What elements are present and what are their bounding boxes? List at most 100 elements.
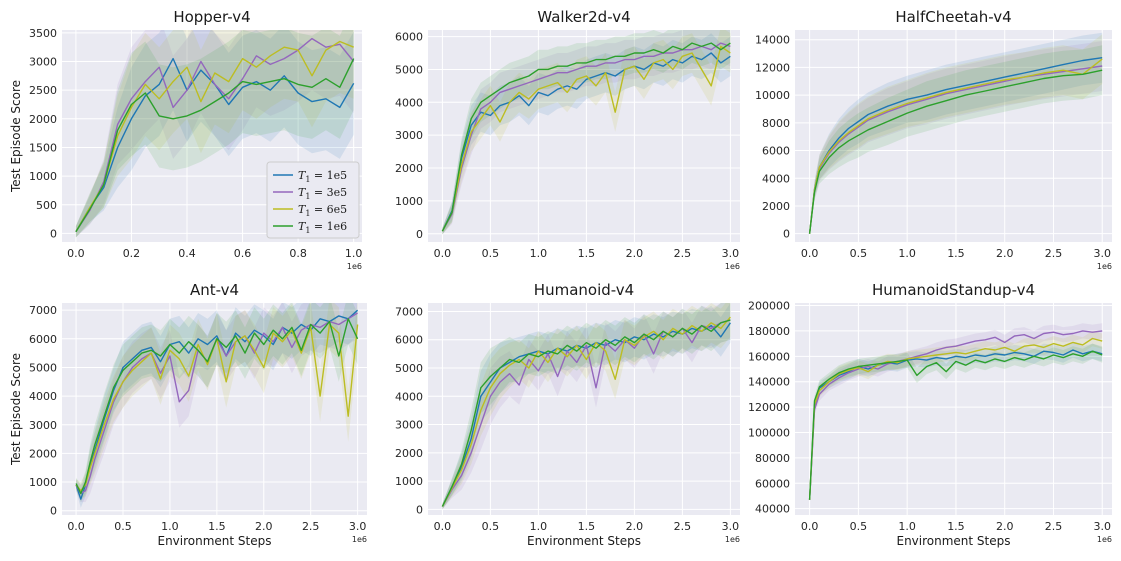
series-line bbox=[441, 42, 731, 232]
chart-panel-3: 0.0 0.5 1.0 1.5 2.0 2.5 3.0 0 2000 4000 6000 8000 10… bbox=[755, 8, 1112, 271]
x-tick-label: 2.0 bbox=[996, 520, 1014, 533]
chart-title: Ant-v4 bbox=[190, 281, 239, 299]
x-tick-label: 0.0 bbox=[67, 247, 85, 260]
chart-panel-2: 0.0 0.5 1.0 1.5 2.0 2.5 3.0 0 1000 2000 3000 4000 50… bbox=[395, 8, 740, 271]
series-band bbox=[442, 303, 731, 510]
x-tick-label: 1.0 bbox=[898, 247, 916, 260]
y-tick-label: 6000 bbox=[762, 145, 790, 158]
series-line bbox=[808, 69, 1103, 234]
x-tick-label: 0.5 bbox=[482, 520, 500, 533]
y-tick-label: 1000 bbox=[29, 476, 57, 489]
y-tick-label: 3000 bbox=[29, 56, 57, 69]
plot-area bbox=[428, 30, 740, 242]
x-tick-label: 0.2 bbox=[123, 247, 141, 260]
x-tick-label: 2.0 bbox=[626, 247, 644, 260]
legend-value: = 6e5 bbox=[310, 203, 347, 216]
y-tick-label: 8000 bbox=[762, 117, 790, 130]
series-line bbox=[808, 337, 1103, 500]
chart-panel-5: 0.0 0.5 1.0 1.5 2.0 2.5 3.0 0 1000 2000 3000 4000 50… bbox=[395, 281, 740, 548]
x-tick-label: 0.5 bbox=[850, 247, 868, 260]
y-tick-label: 5000 bbox=[395, 362, 423, 375]
y-tick-label: 180000 bbox=[748, 325, 790, 338]
y-tick-label: 2000 bbox=[29, 447, 57, 460]
series-band bbox=[442, 33, 731, 235]
legend-subscript: 1 bbox=[305, 209, 310, 218]
series-band bbox=[809, 34, 1103, 234]
series-line bbox=[75, 58, 355, 233]
y-tick-label: 3000 bbox=[395, 129, 423, 142]
series-band bbox=[809, 41, 1103, 234]
series-group bbox=[808, 323, 1103, 500]
chart-title: Hopper-v4 bbox=[173, 8, 250, 26]
x-tick-label: 1.0 bbox=[898, 520, 916, 533]
legend-value: = 1e6 bbox=[310, 220, 347, 233]
x-axis-label: Environment Steps bbox=[527, 534, 641, 548]
series-line bbox=[75, 37, 355, 233]
y-tick-label: 14000 bbox=[755, 34, 790, 47]
chart-panel-4: 0.0 0.5 1.0 1.5 2.0 2.5 3.0 0 1000 2000 3000 4000 50… bbox=[9, 281, 367, 548]
series-band bbox=[809, 330, 1103, 500]
y-tick-label: 4000 bbox=[29, 390, 57, 403]
x-tick-label: 1.5 bbox=[947, 520, 965, 533]
x-tick-label: 1.0 bbox=[161, 520, 179, 533]
series-line bbox=[441, 45, 731, 232]
x-tick-label: 1.5 bbox=[947, 247, 965, 260]
series-band bbox=[809, 323, 1103, 500]
y-tick-label: 5000 bbox=[395, 63, 423, 76]
chart-title: HalfCheetah-v4 bbox=[895, 8, 1011, 26]
x-offset-label: 1e6 bbox=[1097, 262, 1112, 271]
series-line bbox=[75, 309, 359, 500]
chart-panel-6: 0.0 0.5 1.0 1.5 2.0 2.5 3.0 40000 60000 80000 1000… bbox=[748, 281, 1112, 548]
y-tick-label: 120000 bbox=[748, 401, 790, 414]
legend-subscript: 1 bbox=[305, 175, 310, 184]
x-offset-label: 1e6 bbox=[725, 535, 740, 544]
legend-symbol: T bbox=[298, 203, 307, 216]
x-tick-label: 0.5 bbox=[850, 520, 868, 533]
series-band bbox=[442, 303, 731, 510]
series-band bbox=[809, 45, 1103, 234]
chart-panel-1: 0.0 0.2 0.4 0.6 0.8 1.0 0 500 1000 1500 2000 2500 30… bbox=[9, 8, 363, 271]
x-tick-label: 3.0 bbox=[1093, 520, 1111, 533]
x-tick-label: 0.0 bbox=[434, 247, 452, 260]
y-tick-label: 0 bbox=[416, 503, 423, 516]
series-band bbox=[442, 303, 731, 510]
y-tick-label: 2000 bbox=[762, 200, 790, 213]
x-tick-label: 1.0 bbox=[530, 247, 548, 260]
x-tick-label: 2.5 bbox=[674, 520, 692, 533]
legend-value: = 3e5 bbox=[310, 186, 347, 199]
y-tick-label: 2000 bbox=[395, 447, 423, 460]
y-tick-label: 80000 bbox=[755, 452, 790, 465]
x-tick-label: 3.0 bbox=[722, 247, 740, 260]
x-offset-label: 1e6 bbox=[352, 535, 367, 544]
y-tick-label: 500 bbox=[36, 199, 57, 212]
y-tick-label: 7000 bbox=[395, 305, 423, 318]
x-tick-label: 0.0 bbox=[67, 520, 85, 533]
series-line bbox=[441, 319, 731, 507]
plot-area bbox=[795, 303, 1112, 515]
series-group bbox=[808, 32, 1103, 234]
series-band bbox=[809, 32, 1103, 234]
y-tick-label: 3500 bbox=[29, 27, 57, 40]
y-tick-label: 4000 bbox=[762, 172, 790, 185]
x-offset-label: 1e6 bbox=[725, 262, 740, 271]
x-tick-label: 1.0 bbox=[345, 247, 363, 260]
y-tick-label: 2000 bbox=[395, 162, 423, 175]
x-tick-label: 0.8 bbox=[289, 247, 307, 260]
y-axis-label: Test Episode Score bbox=[9, 353, 23, 466]
y-tick-label: 1500 bbox=[29, 141, 57, 154]
legend-label: T1 = 1e6 bbox=[298, 220, 347, 235]
y-tick-label: 0 bbox=[50, 227, 57, 240]
y-tick-label: 4000 bbox=[395, 390, 423, 403]
x-axis-label: Environment Steps bbox=[157, 534, 271, 548]
series-line bbox=[808, 349, 1103, 500]
legend-label: T1 = 3e5 bbox=[298, 186, 347, 201]
y-tick-label: 140000 bbox=[748, 376, 790, 389]
series-line bbox=[808, 58, 1103, 234]
series-band bbox=[76, 303, 358, 503]
x-tick-label: 3.0 bbox=[722, 520, 740, 533]
y-tick-label: 10000 bbox=[755, 89, 790, 102]
y-tick-label: 200000 bbox=[748, 300, 790, 313]
series-line bbox=[75, 40, 354, 233]
